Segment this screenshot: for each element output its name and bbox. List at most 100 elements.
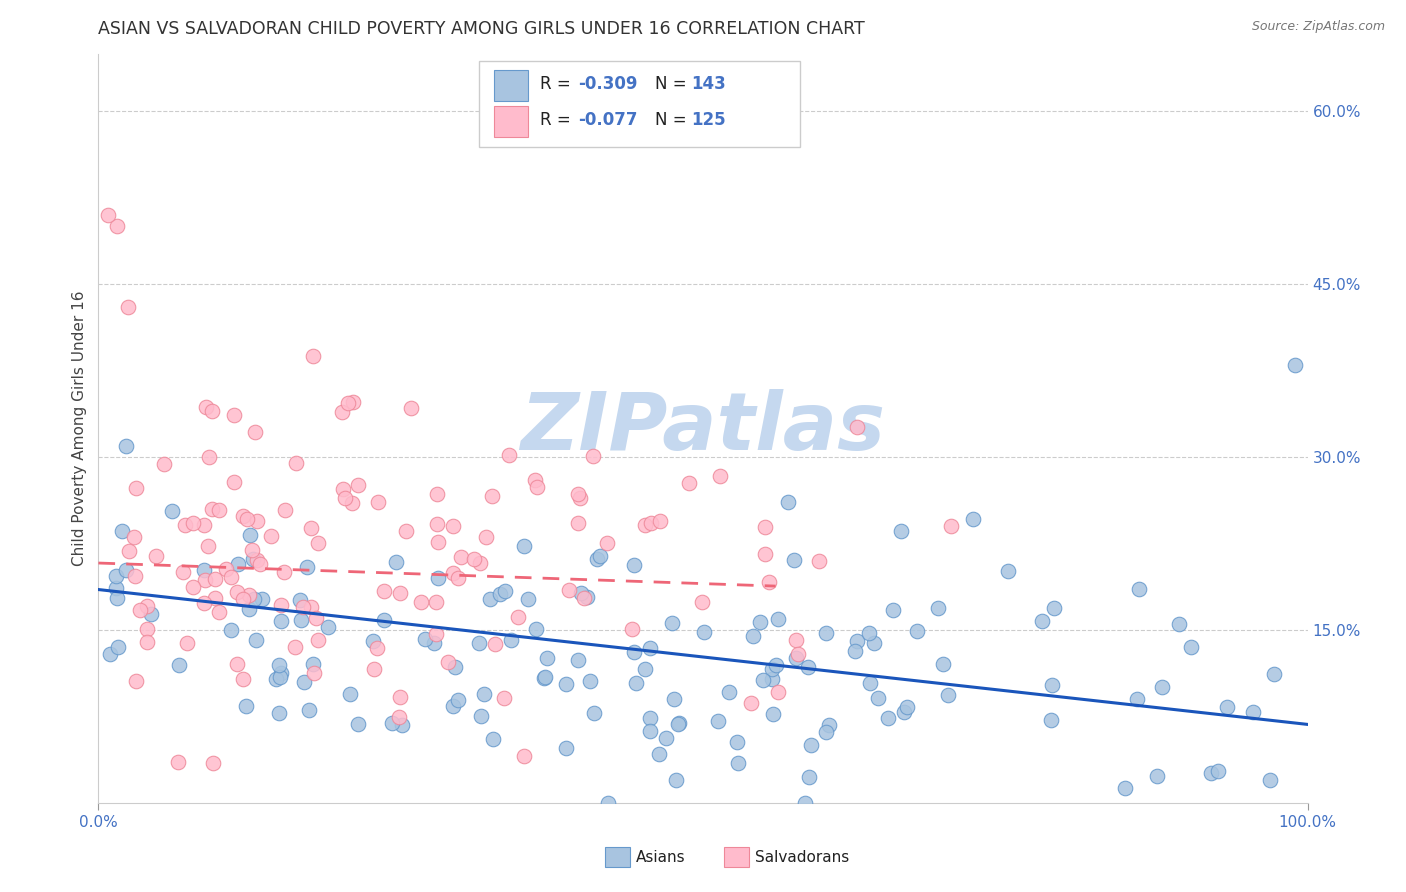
- Point: [725, 735, 748, 749]
- Point: [290, 613, 312, 627]
- Point: [741, 629, 763, 643]
- Point: [388, 586, 411, 600]
- Point: [232, 672, 254, 686]
- Point: [1114, 781, 1136, 796]
- Point: [1040, 714, 1063, 728]
- Point: [273, 503, 295, 517]
- Point: [269, 706, 291, 720]
- Point: [224, 409, 246, 423]
- Point: [727, 756, 749, 770]
- Point: [443, 660, 465, 674]
- Point: [239, 527, 262, 541]
- Point: [814, 724, 837, 739]
- Point: [342, 394, 364, 409]
- Point: [228, 558, 250, 572]
- Point: [640, 711, 662, 725]
- Point: [425, 627, 447, 641]
- Point: [193, 563, 215, 577]
- Point: [301, 657, 323, 671]
- Point: [1043, 601, 1066, 615]
- Point: [799, 738, 821, 752]
- Text: R =: R =: [540, 112, 576, 129]
- Text: R =: R =: [540, 75, 576, 94]
- Point: [125, 482, 148, 496]
- Point: [640, 640, 662, 655]
- Point: [366, 641, 388, 656]
- Point: [373, 584, 395, 599]
- Point: [662, 692, 685, 706]
- Point: [581, 449, 603, 463]
- Point: [481, 489, 503, 503]
- Point: [98, 648, 121, 662]
- Point: [633, 518, 655, 533]
- Point: [297, 559, 319, 574]
- Point: [97, 208, 120, 222]
- Point: [284, 640, 307, 654]
- Point: [450, 550, 472, 565]
- Point: [447, 571, 470, 585]
- Point: [1042, 678, 1064, 692]
- Point: [135, 622, 157, 636]
- Point: [181, 516, 204, 531]
- Point: [555, 741, 578, 756]
- Point: [582, 706, 605, 721]
- Point: [302, 666, 325, 681]
- Point: [316, 620, 339, 634]
- Point: [1258, 772, 1281, 787]
- Point: [501, 632, 523, 647]
- Point: [243, 592, 266, 607]
- Point: [122, 530, 145, 544]
- Point: [330, 405, 353, 419]
- Point: [437, 655, 460, 669]
- Point: [678, 475, 700, 490]
- Point: [124, 569, 146, 583]
- Text: Asians: Asians: [636, 850, 685, 864]
- Point: [623, 645, 645, 659]
- Point: [576, 590, 599, 604]
- Point: [896, 700, 918, 714]
- Point: [621, 622, 644, 636]
- Point: [361, 633, 384, 648]
- Point: [238, 588, 260, 602]
- Point: [388, 710, 411, 724]
- Point: [245, 425, 267, 439]
- Point: [596, 796, 619, 810]
- Point: [118, 544, 141, 558]
- Point: [226, 585, 249, 599]
- Point: [285, 456, 308, 470]
- Point: [863, 636, 886, 650]
- Point: [623, 558, 645, 573]
- Point: [441, 698, 464, 713]
- Point: [269, 657, 291, 672]
- Point: [758, 574, 780, 589]
- Point: [468, 556, 491, 570]
- Point: [105, 569, 128, 583]
- Point: [766, 685, 789, 699]
- Point: [423, 636, 446, 650]
- Point: [468, 636, 491, 650]
- Point: [231, 508, 253, 523]
- Point: [470, 709, 492, 723]
- Point: [194, 400, 217, 414]
- Point: [595, 536, 617, 550]
- Point: [332, 482, 354, 496]
- Point: [426, 517, 449, 532]
- Point: [270, 615, 292, 629]
- Point: [668, 716, 690, 731]
- Text: Source: ZipAtlas.com: Source: ZipAtlas.com: [1251, 20, 1385, 33]
- Point: [778, 495, 800, 509]
- Point: [533, 671, 555, 685]
- Point: [665, 773, 688, 788]
- Point: [494, 583, 516, 598]
- Point: [997, 564, 1019, 578]
- Point: [1146, 769, 1168, 783]
- Point: [181, 580, 204, 594]
- Point: [1206, 764, 1229, 779]
- Point: [482, 732, 505, 747]
- Point: [299, 599, 322, 614]
- Point: [347, 716, 370, 731]
- Point: [569, 586, 592, 600]
- Point: [484, 637, 506, 651]
- Point: [783, 553, 806, 567]
- Point: [1126, 692, 1149, 706]
